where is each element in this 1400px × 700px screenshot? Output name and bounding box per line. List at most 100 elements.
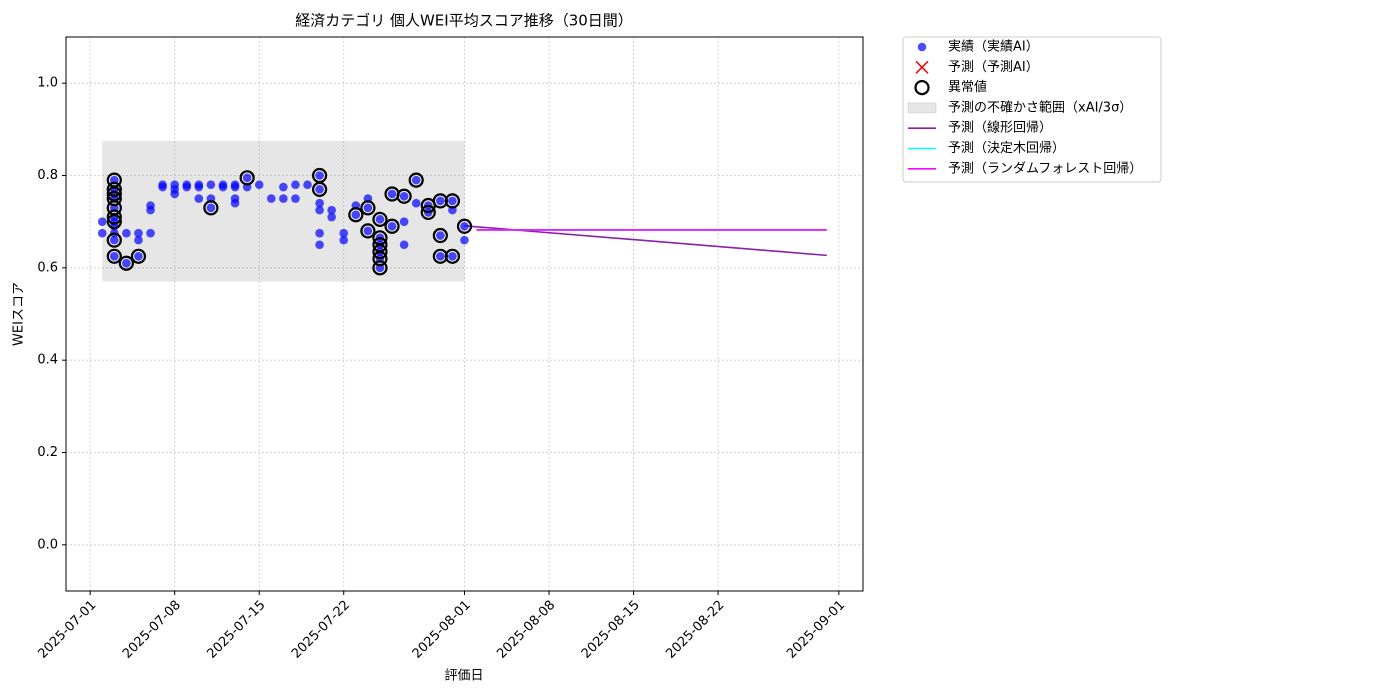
actual-point xyxy=(230,194,240,203)
legend-swatch xyxy=(914,79,930,96)
actual-point xyxy=(242,173,252,183)
legend-entry: 予測（予測AI） xyxy=(915,60,1039,75)
legend-entry: 異常値 xyxy=(914,79,987,96)
legend-entry: 予測（線形回帰） xyxy=(908,120,1052,136)
actual-point xyxy=(315,198,324,208)
anomaly-point xyxy=(456,218,473,234)
anomaly-point xyxy=(106,232,122,248)
series-scatter xyxy=(106,167,473,276)
actual-point xyxy=(399,240,409,250)
anomaly-point xyxy=(106,181,122,197)
actual-point xyxy=(363,203,373,213)
anomaly-point xyxy=(372,211,388,227)
actual-point xyxy=(146,201,155,210)
actual-point xyxy=(194,182,204,192)
plot-frame xyxy=(65,36,864,592)
legend-swatch xyxy=(917,42,927,52)
actual-point xyxy=(460,235,469,245)
actual-point xyxy=(134,228,143,238)
actual-point xyxy=(254,180,264,190)
actual-point xyxy=(399,191,409,201)
legend-swatch xyxy=(915,60,929,74)
legend-box xyxy=(902,36,1162,183)
actual-point xyxy=(411,198,421,208)
actual-point xyxy=(218,180,228,190)
y-tick-label: 1.0 xyxy=(37,76,58,91)
anomaly-point xyxy=(106,209,122,225)
actual-point xyxy=(315,205,324,215)
actual-point xyxy=(315,171,324,180)
chart-title: 経済カテゴリ 個人WEI平均スコア推移（30日間） xyxy=(295,12,633,30)
legend-entry: 実績（実績AI） xyxy=(917,39,1039,55)
actual-point xyxy=(146,228,155,238)
anomaly-point xyxy=(420,204,436,221)
legend-label: 予測（線形回帰） xyxy=(948,120,1052,136)
actual-point xyxy=(110,235,119,245)
anomaly-point xyxy=(408,172,424,188)
y-axis-label: WEIスコア xyxy=(12,282,27,346)
y-tick-label: 0.8 xyxy=(37,168,58,183)
actual-point xyxy=(436,251,445,261)
y-tick-label: 0.4 xyxy=(37,353,58,368)
actual-point xyxy=(351,210,361,220)
actual-point xyxy=(122,258,131,268)
anomaly-point xyxy=(106,190,122,207)
actual-point xyxy=(266,194,276,203)
actual-point xyxy=(110,251,119,261)
anomaly-point xyxy=(372,251,388,267)
actual-point xyxy=(230,182,240,192)
anomaly-point xyxy=(384,218,400,234)
actual-point xyxy=(97,228,107,238)
actual-point xyxy=(339,235,349,245)
actual-point xyxy=(327,205,336,215)
legend-label: 予測（決定木回帰） xyxy=(948,140,1065,156)
anomaly-point xyxy=(118,255,134,271)
legend-entry: 予測の不確かさ範囲（xAI/3σ） xyxy=(907,99,1132,115)
actual-point xyxy=(448,196,457,206)
actual-point xyxy=(279,194,288,203)
anomaly-point xyxy=(311,181,328,197)
legend-label: 実績（実績AI） xyxy=(948,39,1039,55)
anomaly-point xyxy=(360,200,376,216)
actual-point xyxy=(279,182,288,192)
actual-point xyxy=(375,215,385,224)
anomaly-point xyxy=(444,248,461,264)
anomaly-point xyxy=(130,248,147,264)
actual-point xyxy=(436,196,445,206)
legend-swatch xyxy=(907,102,937,114)
series-scatter xyxy=(97,171,469,273)
anomaly-point xyxy=(444,193,461,209)
actual-point xyxy=(206,180,216,190)
actual-point xyxy=(448,251,457,261)
actual-point xyxy=(327,212,336,222)
actual-point xyxy=(387,189,397,199)
actual-point xyxy=(122,228,131,238)
anomaly-point xyxy=(372,260,388,276)
actual-point xyxy=(291,194,300,203)
actual-point xyxy=(315,228,324,238)
actual-point xyxy=(303,180,312,190)
actual-point xyxy=(315,185,324,194)
actual-point xyxy=(170,185,179,194)
actual-point xyxy=(387,221,397,231)
anomaly-point xyxy=(106,248,122,264)
anomaly-point xyxy=(432,227,448,244)
actual-point xyxy=(194,194,204,203)
actual-point xyxy=(339,228,349,238)
actual-point xyxy=(206,203,216,213)
actual-point xyxy=(315,240,324,250)
legend-entry: 予測（決定木回帰） xyxy=(908,140,1065,156)
anomaly-point xyxy=(203,200,219,216)
anomaly-point xyxy=(106,214,122,230)
x-axis-label: 評価日 xyxy=(444,669,483,684)
actual-point xyxy=(134,251,143,261)
anomaly-point xyxy=(372,244,388,260)
legend-label: 予測（予測AI） xyxy=(948,60,1039,75)
legend-label: 異常値 xyxy=(948,79,987,95)
legend-entry: 予測（ランダムフォレスト回帰） xyxy=(908,160,1142,176)
actual-point xyxy=(291,180,300,190)
actual-point xyxy=(363,226,373,236)
